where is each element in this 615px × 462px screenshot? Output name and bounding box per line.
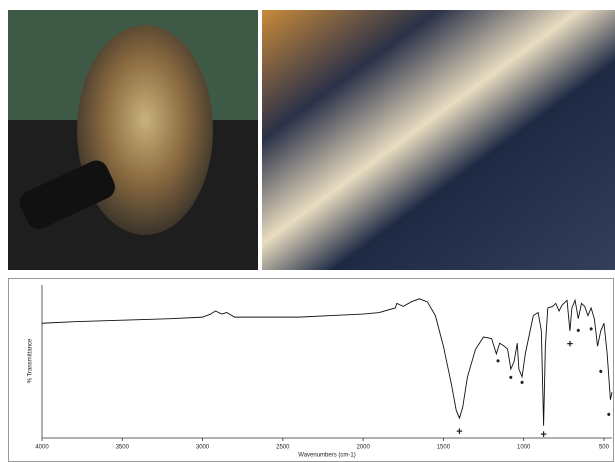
- peak-marker: •: [589, 323, 593, 335]
- peak-marker: •: [576, 325, 580, 337]
- peak-marker: •: [599, 366, 603, 378]
- x-tick-label: 4000: [35, 445, 49, 451]
- x-tick-label: 3000: [196, 445, 210, 451]
- x-tick-label: 3500: [116, 445, 130, 451]
- x-axis-label: Wavenumbers (cm-1): [298, 453, 355, 459]
- peak-marker: +: [567, 339, 573, 351]
- peak-marker: •: [509, 372, 513, 384]
- y-axis-label: % Transmittance: [28, 338, 34, 383]
- x-tick-label: 2500: [276, 445, 290, 451]
- photo-microscope: [19, 160, 116, 230]
- peak-marker: +: [540, 429, 546, 441]
- peak-marker: •: [607, 409, 611, 421]
- peak-marker: +: [456, 426, 462, 438]
- x-tick-label: 1000: [517, 445, 531, 451]
- spectrum-line: [41, 298, 613, 426]
- peak-marker: •: [520, 377, 524, 389]
- x-tick-label: 500: [599, 445, 610, 451]
- x-tick-label: 1500: [437, 445, 451, 451]
- photo-micrograph: [262, 10, 615, 270]
- photo-object: [77, 25, 213, 235]
- peak-marker: •: [496, 355, 500, 367]
- x-tick-label: 2000: [356, 445, 370, 451]
